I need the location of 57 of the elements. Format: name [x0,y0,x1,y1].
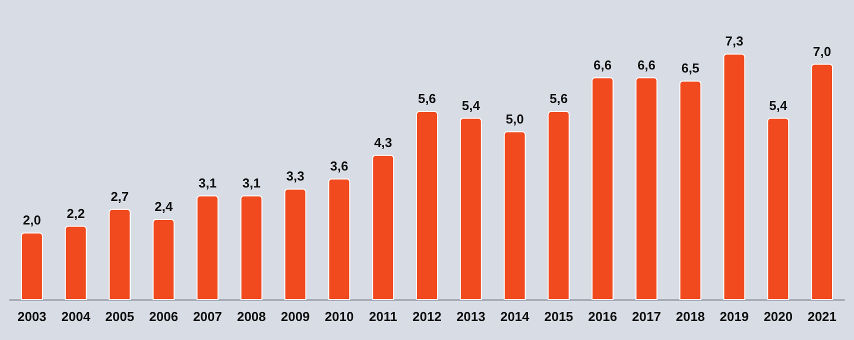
bar [196,195,219,300]
x-tick-label: 2012 [412,309,442,324]
x-tick-label: 2006 [149,309,178,324]
bar [460,118,482,300]
data-label: 5,6 [418,91,436,106]
x-tick-label: 2018 [676,309,705,324]
bar [328,178,350,300]
bar [416,111,438,300]
x-tick-label: 2014 [500,309,530,324]
data-label: 3,1 [242,175,260,190]
bar [679,80,702,300]
bar [64,226,87,300]
data-label: 6,6 [594,57,612,72]
data-label: 3,6 [330,158,348,174]
data-label: 3,1 [198,175,217,190]
bar [152,219,175,300]
data-label: 6,6 [637,57,656,72]
bar [548,111,570,300]
data-label: 6,5 [681,60,700,76]
x-tick-label: 2020 [764,309,793,324]
bar [635,77,658,300]
bar [108,208,131,300]
data-label: 2,0 [22,212,41,228]
data-label: 2,4 [154,199,174,214]
x-tick-label: 2013 [456,309,486,324]
x-tick-label: 2016 [588,309,618,324]
x-tick-label: 2017 [632,309,661,324]
x-tick-label: 2021 [808,309,837,324]
x-tick-label: 2003 [17,309,46,324]
data-label: 3,3 [286,168,304,184]
bar [723,54,746,300]
data-label: 4,3 [374,134,392,150]
x-tick-label: 2009 [280,309,310,324]
data-label: 5,0 [506,111,524,126]
data-label: 5,4 [462,98,481,113]
data-label: 2,7 [110,188,129,204]
x-tick-label: 2011 [369,309,398,324]
x-tick-label: 2007 [193,309,222,324]
data-label: 5,6 [550,91,568,106]
bar [372,154,394,300]
bar [20,232,43,300]
bar [811,64,834,300]
x-tick-label: 2019 [720,309,749,324]
bar [592,77,614,300]
x-tick-label: 2015 [544,309,574,324]
data-label: 7,3 [725,34,744,49]
bar [284,188,306,300]
x-tick-label: 2008 [236,309,266,324]
x-tick-label: 2004 [61,309,92,324]
bar [504,131,526,300]
data-label: 5,4 [769,98,788,113]
x-tick-label: 2005 [105,309,134,324]
bar [767,118,790,300]
x-tick-label: 2010 [324,309,354,324]
bar [240,195,262,300]
data-label: 2,2 [66,206,85,221]
data-label: 7,0 [813,44,832,59]
